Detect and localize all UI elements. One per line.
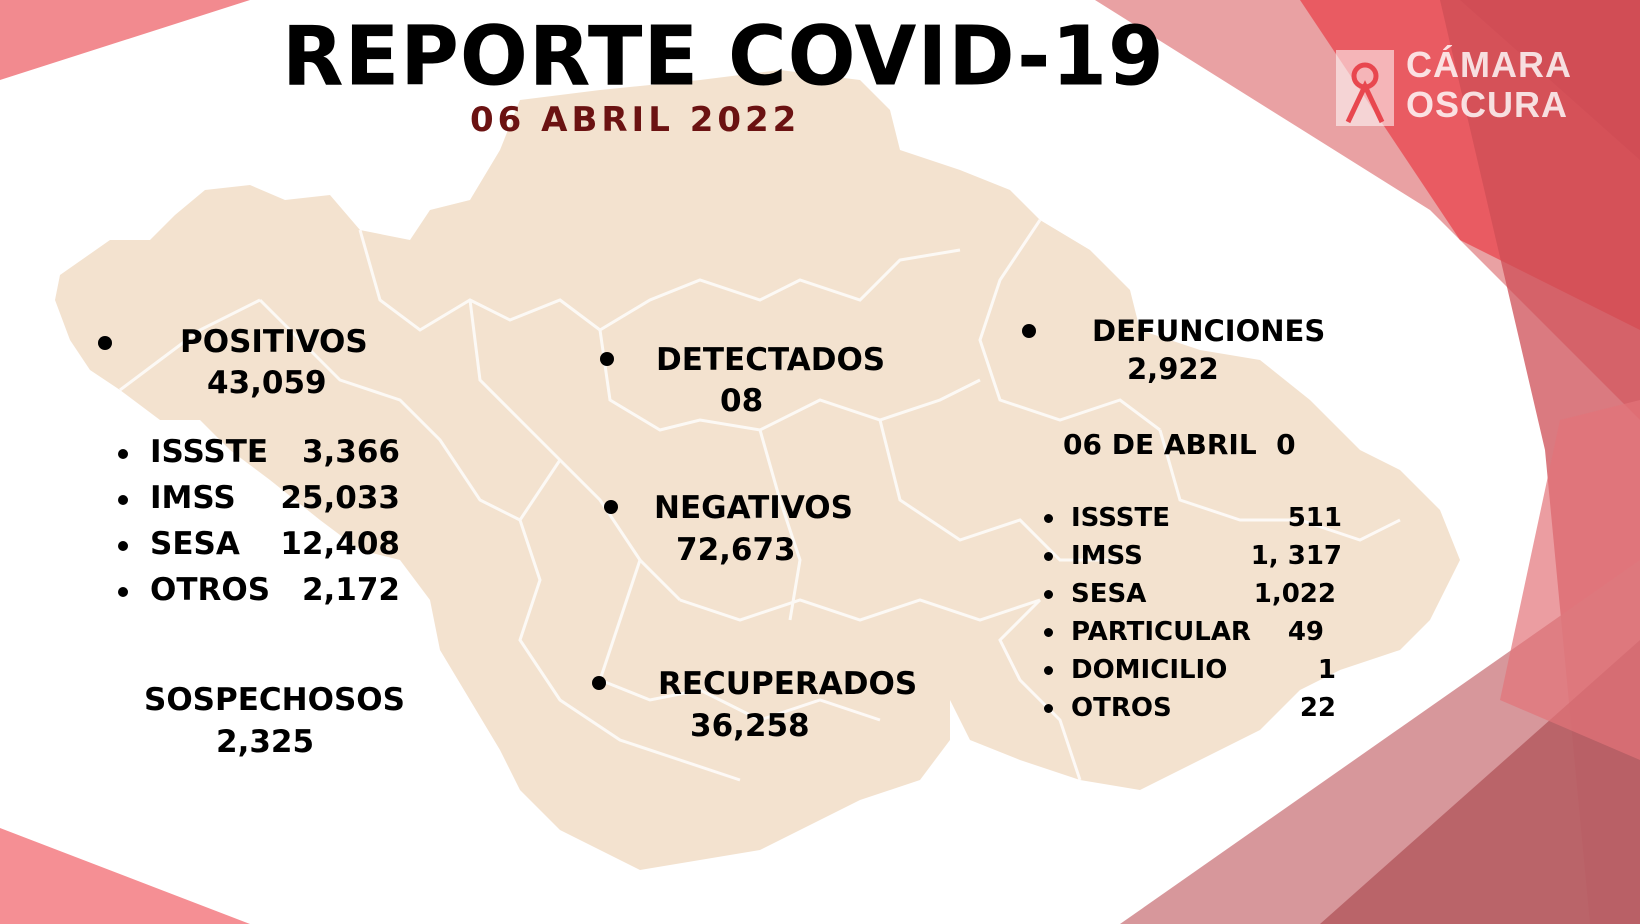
bullet-icon bbox=[600, 352, 614, 366]
list-item: PARTICULAR 49 bbox=[1044, 617, 1324, 649]
defunciones-label: DEFUNCIONES bbox=[1092, 314, 1326, 348]
list-item: OTROS 2,172 bbox=[118, 572, 400, 612]
positivos-label: POSITIVOS bbox=[180, 324, 368, 360]
defunciones-today: 06 DE ABRIL 0 bbox=[1063, 428, 1296, 461]
map-silhouette bbox=[55, 70, 1460, 870]
institution-name: ISSSTE bbox=[150, 434, 269, 470]
defunciones-today-value: 0 bbox=[1276, 428, 1296, 461]
list-item: SESA 12,408 bbox=[118, 526, 400, 566]
list-item: IMSS 25,033 bbox=[118, 480, 400, 520]
defunciones-value: 2,922 bbox=[1127, 352, 1219, 386]
institution-count: 22 bbox=[1299, 693, 1336, 723]
list-item: IMSS 1, 317 bbox=[1044, 541, 1342, 573]
list-item: DOMICILIO 1 bbox=[1044, 655, 1336, 687]
institution-count: 12,408 bbox=[280, 526, 400, 562]
logo-mark-icon bbox=[1336, 50, 1394, 126]
list-item: ISSSTE 511 bbox=[1044, 503, 1342, 535]
bullet-icon bbox=[1044, 628, 1053, 637]
recuperados-label: RECUPERADOS bbox=[658, 666, 918, 702]
negativos-value: 72,673 bbox=[676, 532, 796, 568]
negativos-label: NEGATIVOS bbox=[654, 490, 853, 526]
institution-name: IMSS bbox=[150, 480, 236, 516]
institution-count: 1, 317 bbox=[1250, 541, 1342, 571]
list-item: ISSSTE 3,366 bbox=[118, 434, 400, 474]
list-item: OTROS 22 bbox=[1044, 693, 1336, 725]
detectados-label: DETECTADOS bbox=[656, 342, 886, 378]
bullet-icon bbox=[1044, 552, 1053, 561]
corner-shape-top-left bbox=[0, 0, 250, 80]
logo-text-line1: CÁMARA bbox=[1406, 44, 1572, 85]
institution-count: 1 bbox=[1317, 655, 1336, 685]
institution-name: SESA bbox=[150, 526, 240, 562]
corner-shape-bottom-left bbox=[0, 828, 250, 924]
list-item: SESA 1,022 bbox=[1044, 579, 1336, 611]
institution-name: OTROS bbox=[150, 572, 271, 608]
map-boundaries bbox=[119, 219, 1401, 782]
institution-name: SESA bbox=[1071, 579, 1147, 609]
report-date: 06 ABRIL 2022 bbox=[470, 100, 801, 140]
institution-count: 3,366 bbox=[301, 434, 400, 470]
camara-oscura-logo: CÁMARA OSCURA bbox=[1336, 46, 1596, 128]
positivos-value: 43,059 bbox=[207, 365, 327, 401]
bullet-icon bbox=[592, 676, 606, 690]
institution-count: 49 bbox=[1287, 617, 1324, 647]
bullet-icon bbox=[604, 500, 618, 514]
institution-count: 2,172 bbox=[301, 572, 400, 608]
page-title: REPORTE COVID-19 bbox=[282, 9, 1165, 104]
institution-count: 511 bbox=[1287, 503, 1342, 533]
bullet-icon bbox=[1044, 704, 1053, 713]
right-shape-7 bbox=[1500, 400, 1640, 760]
institution-name: OTROS bbox=[1071, 693, 1172, 723]
institution-count: 25,033 bbox=[280, 480, 400, 516]
institution-name: PARTICULAR bbox=[1071, 617, 1251, 647]
institution-count: 1,022 bbox=[1253, 579, 1336, 609]
institution-name: IMSS bbox=[1071, 541, 1143, 571]
bullet-icon bbox=[118, 449, 128, 459]
bullet-icon bbox=[1044, 666, 1053, 675]
recuperados-value: 36,258 bbox=[690, 708, 810, 744]
bullet-icon bbox=[1044, 514, 1053, 523]
institution-name: DOMICILIO bbox=[1071, 655, 1228, 685]
logo-text-line2: OSCURA bbox=[1406, 84, 1569, 125]
institution-name: ISSSTE bbox=[1071, 503, 1171, 533]
sospechosos-value: 2,325 bbox=[216, 724, 315, 760]
bullet-icon bbox=[118, 587, 128, 597]
bullet-icon bbox=[1022, 324, 1036, 338]
bullet-icon bbox=[118, 541, 128, 551]
defunciones-today-label: 06 DE ABRIL bbox=[1063, 428, 1257, 461]
detectados-value: 08 bbox=[720, 383, 764, 419]
bullet-icon bbox=[98, 336, 112, 350]
bullet-icon bbox=[118, 495, 128, 505]
bullet-icon bbox=[1044, 590, 1053, 599]
sospechosos-label: SOSPECHOSOS bbox=[144, 682, 405, 718]
